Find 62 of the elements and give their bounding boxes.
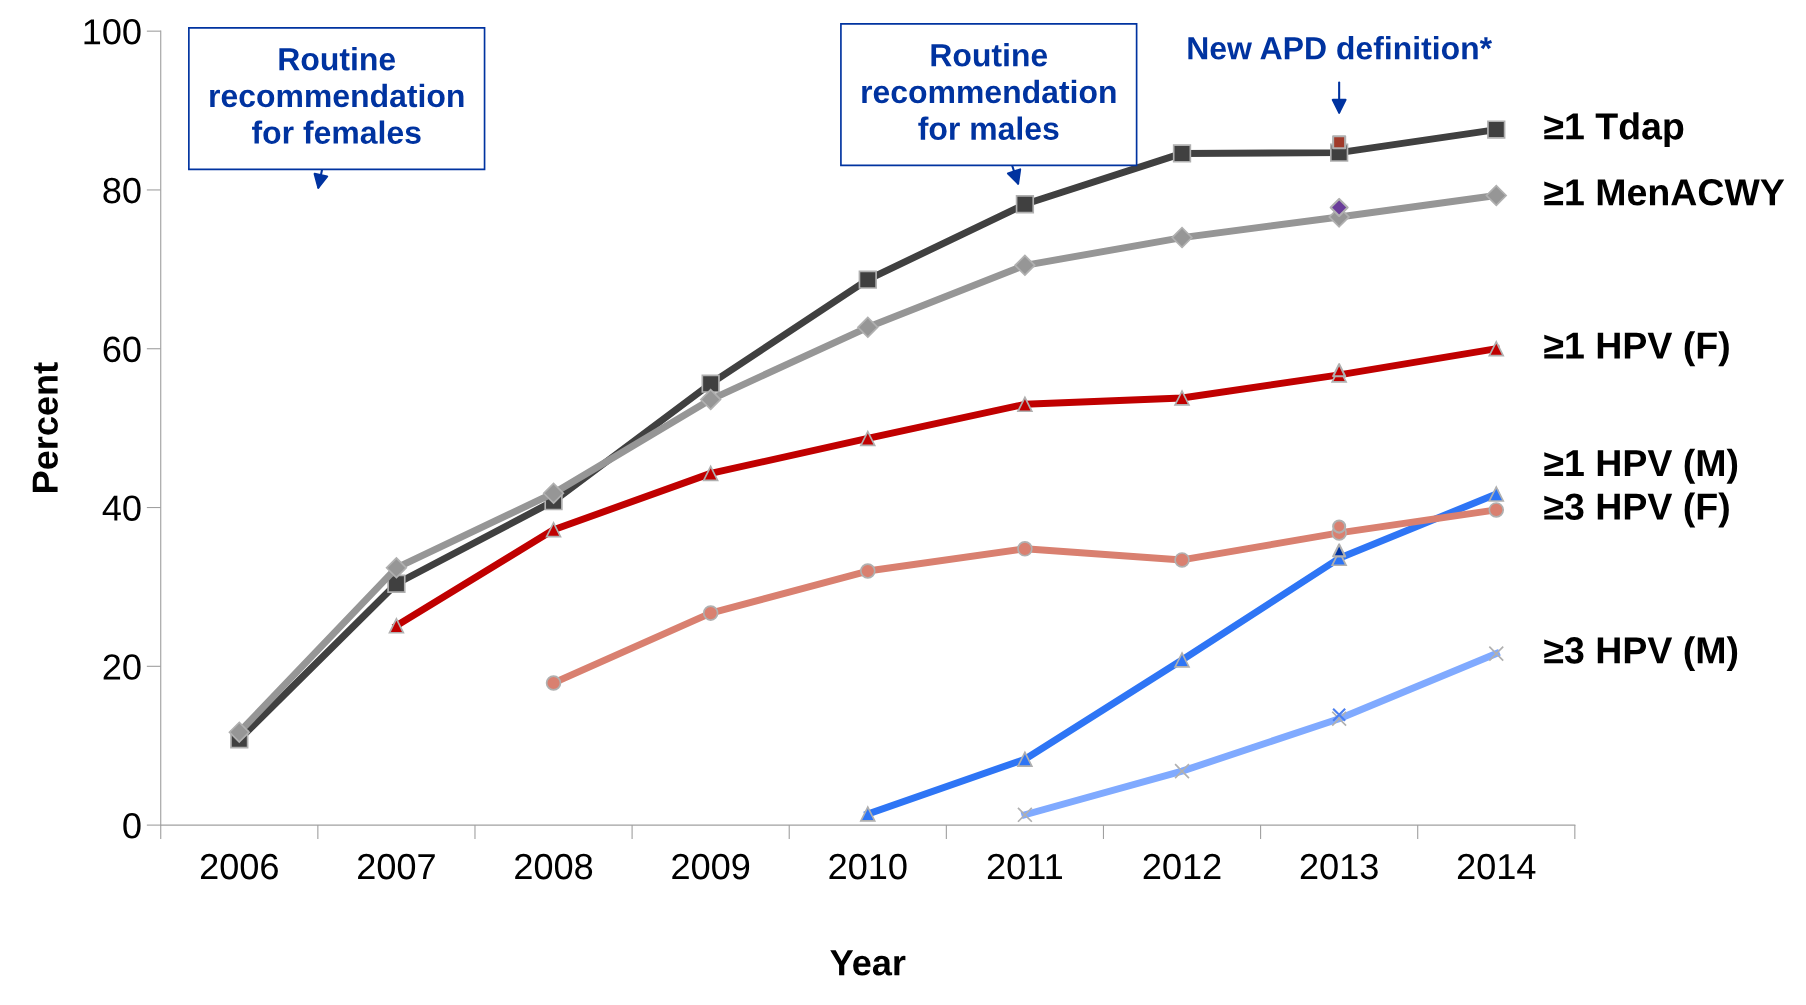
point (1172, 144, 1192, 163)
point (1485, 184, 1507, 207)
point (1488, 340, 1505, 357)
point (1017, 541, 1033, 557)
point (1332, 707, 1347, 722)
x-tick-label: 2008 (515, 853, 593, 880)
point (542, 482, 565, 504)
point (385, 557, 408, 579)
point (1015, 195, 1035, 214)
x-tick-label: 2013 (1300, 853, 1378, 880)
point (860, 430, 876, 447)
point (1488, 502, 1505, 518)
point (1017, 751, 1033, 767)
annotation: New APD definition* (1188, 36, 1493, 60)
point (860, 563, 876, 579)
point (1014, 254, 1036, 277)
point (858, 270, 877, 289)
point (1329, 197, 1349, 217)
series-label: ≥1 Tdap (1544, 112, 1684, 148)
point (388, 618, 405, 634)
y-tick-label: 80 (103, 177, 141, 204)
x-tick-label: 2011 (987, 853, 1062, 880)
y-tick-label: 20 (103, 654, 141, 680)
x-tick-label: 2014 (1457, 853, 1536, 880)
y-tick-label: 40 (102, 495, 141, 521)
point (1332, 543, 1347, 558)
y-tick-label: 100 (84, 19, 141, 45)
point (545, 675, 562, 691)
y-tick-label: 60 (103, 336, 141, 363)
point (857, 316, 879, 338)
x-tick-label: 2009 (672, 853, 750, 880)
point (1487, 120, 1506, 139)
annotation: Routine recommendation for males (862, 43, 1116, 140)
annotation: Routine recommendation for females (210, 47, 464, 144)
x-tick-label: 2010 (829, 853, 907, 880)
point (1174, 552, 1190, 568)
x-tick-label: 2007 (358, 853, 435, 880)
series-label: ≥3 HPV (F) (1544, 492, 1729, 528)
series-label: ≥1 HPV (F) (1544, 331, 1729, 367)
series-label: ≥1 HPV (M) (1544, 448, 1738, 484)
point (1332, 519, 1347, 534)
x-axis-title: Year (830, 950, 906, 976)
point (702, 465, 719, 482)
point (228, 721, 250, 743)
point (700, 388, 722, 411)
point (701, 374, 720, 393)
point (1017, 396, 1033, 413)
point (545, 521, 562, 538)
point (1171, 226, 1193, 249)
point (1332, 363, 1347, 378)
y-tick-label: 0 (123, 812, 141, 839)
x-tick-label: 2006 (200, 853, 278, 880)
point (1174, 390, 1190, 406)
series-label: ≥3 HPV (M) (1544, 636, 1738, 672)
y-axis-title: Percent (32, 362, 58, 492)
x-tick-label: 2012 (1143, 853, 1221, 880)
point (1488, 486, 1505, 502)
point (860, 806, 876, 822)
point (1332, 135, 1347, 150)
point (1174, 652, 1190, 668)
series-label: ≥1 MenACWY (1544, 179, 1785, 206)
point (702, 605, 719, 621)
